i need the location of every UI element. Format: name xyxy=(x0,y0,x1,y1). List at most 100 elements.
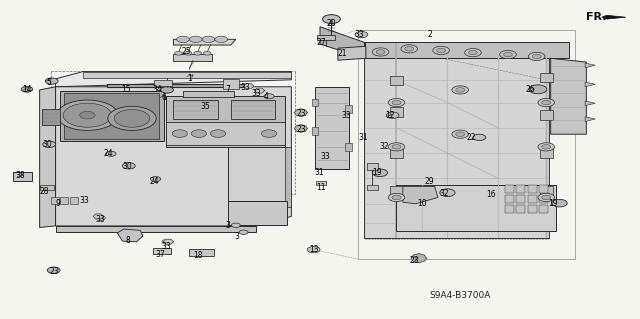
Polygon shape xyxy=(228,201,287,225)
Bar xyxy=(312,127,318,135)
Bar xyxy=(153,248,171,254)
Text: 10: 10 xyxy=(417,199,427,208)
Text: 33: 33 xyxy=(95,215,105,224)
Bar xyxy=(223,79,239,89)
Circle shape xyxy=(47,267,60,273)
Bar xyxy=(540,110,552,120)
Polygon shape xyxy=(166,122,285,145)
Polygon shape xyxy=(40,87,56,227)
Polygon shape xyxy=(173,54,212,61)
Polygon shape xyxy=(411,254,426,263)
Polygon shape xyxy=(117,229,143,242)
Bar xyxy=(346,105,352,113)
Text: 31: 31 xyxy=(314,168,324,177)
Text: 1: 1 xyxy=(187,74,192,83)
Bar xyxy=(390,107,403,117)
Bar xyxy=(367,163,378,170)
Text: 33: 33 xyxy=(161,242,171,251)
Polygon shape xyxy=(585,82,595,87)
Polygon shape xyxy=(365,42,549,239)
Polygon shape xyxy=(254,88,264,93)
Circle shape xyxy=(433,46,449,55)
Text: 32: 32 xyxy=(379,142,388,151)
Polygon shape xyxy=(550,58,586,134)
Polygon shape xyxy=(294,125,307,132)
Text: 23: 23 xyxy=(296,109,306,118)
Polygon shape xyxy=(64,93,159,139)
Text: 27: 27 xyxy=(316,38,326,47)
Text: 3: 3 xyxy=(235,233,239,241)
Bar xyxy=(540,205,548,213)
Circle shape xyxy=(440,189,455,197)
Text: 33: 33 xyxy=(342,111,351,120)
Text: 33: 33 xyxy=(79,196,89,205)
Circle shape xyxy=(529,85,547,94)
Circle shape xyxy=(468,50,477,55)
Circle shape xyxy=(323,15,340,24)
Text: 29: 29 xyxy=(425,177,435,186)
Text: 16: 16 xyxy=(486,190,495,199)
Circle shape xyxy=(211,130,226,137)
Circle shape xyxy=(388,143,404,151)
Polygon shape xyxy=(320,27,365,58)
Text: 32: 32 xyxy=(440,189,449,198)
Bar xyxy=(516,205,525,213)
Circle shape xyxy=(239,230,248,234)
Text: S9A4-B3700A: S9A4-B3700A xyxy=(429,291,491,300)
Polygon shape xyxy=(166,96,285,147)
Circle shape xyxy=(194,51,202,55)
Text: 26: 26 xyxy=(525,85,535,94)
Circle shape xyxy=(95,215,105,220)
Circle shape xyxy=(500,50,516,59)
Text: 33: 33 xyxy=(240,83,250,92)
Polygon shape xyxy=(56,71,291,87)
Circle shape xyxy=(161,87,173,93)
Text: 30: 30 xyxy=(123,162,132,171)
Polygon shape xyxy=(602,15,626,19)
Text: 19: 19 xyxy=(372,168,382,177)
Circle shape xyxy=(122,163,135,169)
Text: 6: 6 xyxy=(161,93,166,102)
Circle shape xyxy=(529,52,545,61)
Bar xyxy=(540,72,552,82)
Circle shape xyxy=(538,193,554,202)
Polygon shape xyxy=(231,100,275,119)
Circle shape xyxy=(552,199,567,207)
Polygon shape xyxy=(163,239,173,244)
Polygon shape xyxy=(585,63,595,68)
Circle shape xyxy=(376,50,385,54)
Bar xyxy=(540,148,552,158)
Bar xyxy=(505,195,514,203)
Circle shape xyxy=(307,247,320,253)
Bar xyxy=(528,185,537,193)
Circle shape xyxy=(106,151,116,156)
Polygon shape xyxy=(285,147,291,207)
Text: 28: 28 xyxy=(40,187,49,196)
Circle shape xyxy=(388,193,404,202)
Circle shape xyxy=(401,45,417,53)
Circle shape xyxy=(184,51,192,55)
Text: 2: 2 xyxy=(428,30,432,39)
Bar xyxy=(505,205,514,213)
Polygon shape xyxy=(365,42,568,58)
Polygon shape xyxy=(585,117,595,122)
Circle shape xyxy=(204,51,211,55)
Circle shape xyxy=(80,111,95,119)
Bar xyxy=(346,143,352,151)
Circle shape xyxy=(387,112,399,118)
Circle shape xyxy=(177,36,189,42)
Bar xyxy=(367,185,378,189)
Polygon shape xyxy=(585,101,595,106)
Text: 25: 25 xyxy=(181,48,191,56)
Polygon shape xyxy=(60,91,164,141)
Text: 33: 33 xyxy=(320,152,330,161)
Bar xyxy=(154,80,172,86)
Circle shape xyxy=(404,47,413,51)
Circle shape xyxy=(372,48,389,56)
Polygon shape xyxy=(83,71,291,78)
Bar xyxy=(60,197,68,204)
Polygon shape xyxy=(173,39,236,45)
Text: 8: 8 xyxy=(125,236,130,245)
Bar xyxy=(390,148,403,158)
Circle shape xyxy=(541,145,550,149)
